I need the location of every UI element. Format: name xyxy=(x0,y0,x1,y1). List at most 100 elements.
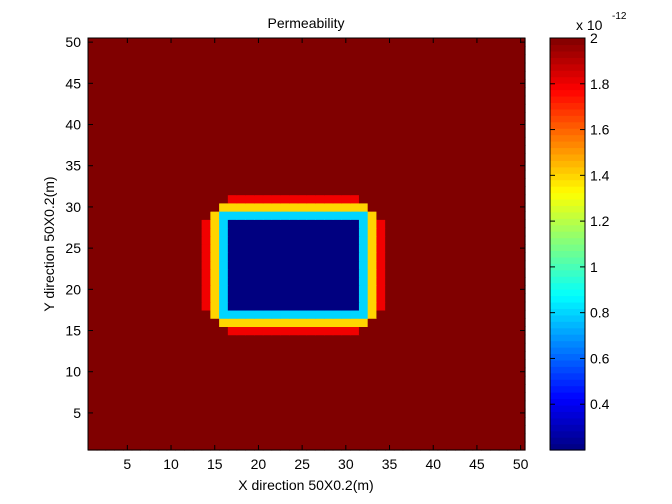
heatmap-cell xyxy=(131,79,142,89)
heatmap-cell xyxy=(498,359,509,369)
heatmap-cell xyxy=(393,301,404,311)
heatmap-cell xyxy=(306,326,316,336)
heatmap-cell xyxy=(201,342,211,352)
heatmap-cell xyxy=(420,367,430,377)
heatmap-cell xyxy=(350,87,360,97)
heatmap-cell xyxy=(420,351,430,360)
heatmap-cell xyxy=(402,309,412,319)
heatmap-cell xyxy=(490,392,500,402)
heatmap-cell xyxy=(201,326,211,336)
heatmap-cell xyxy=(481,153,491,163)
colorbar-segment xyxy=(550,166,585,174)
heatmap-cell xyxy=(306,252,316,262)
heatmap-cell xyxy=(358,112,369,121)
heatmap-cell xyxy=(114,161,124,171)
heatmap-cell xyxy=(472,392,482,402)
heatmap-cell xyxy=(490,153,500,163)
heatmap-cell xyxy=(446,112,456,121)
heatmap-cell xyxy=(166,252,176,262)
heatmap-cell xyxy=(105,194,115,204)
heatmap-cell xyxy=(140,392,150,402)
heatmap-cell xyxy=(175,417,185,426)
heatmap-cell xyxy=(131,62,142,72)
heatmap-cell xyxy=(262,367,273,377)
heatmap-cell xyxy=(332,276,343,286)
colorbar-frame xyxy=(549,37,586,451)
heatmap-cell xyxy=(376,87,386,97)
heatmap-cell xyxy=(114,351,124,360)
colorbar-segment xyxy=(550,276,585,284)
heatmap-cell xyxy=(420,120,430,130)
heatmap-cell xyxy=(227,227,238,237)
heatmap-cell xyxy=(210,79,220,89)
colorbar-segment xyxy=(550,57,585,65)
colorbar-segment xyxy=(550,147,585,155)
heatmap-cell xyxy=(402,359,412,369)
heatmap-cell xyxy=(157,153,168,163)
heatmap-cell xyxy=(166,87,176,97)
heatmap-cell xyxy=(105,384,115,393)
heatmap-cell xyxy=(254,260,264,270)
heatmap-cell xyxy=(227,441,238,451)
heatmap-cell xyxy=(280,342,290,352)
heatmap-cell xyxy=(184,178,194,187)
heatmap-cell xyxy=(428,285,439,295)
heatmap-cell xyxy=(131,359,142,369)
heatmap-cell xyxy=(507,285,517,295)
heatmap-cell xyxy=(289,178,299,187)
heatmap-cell xyxy=(271,359,281,369)
heatmap-cell xyxy=(367,235,378,245)
colorbar-segment xyxy=(550,231,585,239)
heatmap-cell xyxy=(140,70,150,80)
heatmap-cell xyxy=(192,351,203,360)
heatmap-cell xyxy=(210,359,220,369)
heatmap-cell xyxy=(411,342,421,352)
colorbar-ticks: 0.40.60.811.21.41.61.82 xyxy=(550,30,610,412)
heatmap-cell xyxy=(236,326,246,336)
heatmap-cell xyxy=(131,252,142,262)
heatmap-cell xyxy=(166,145,176,154)
heatmap-cell xyxy=(149,95,159,105)
heatmap-cell xyxy=(516,194,526,204)
heatmap-cell xyxy=(393,375,404,385)
heatmap-cell xyxy=(385,70,395,80)
heatmap-cell xyxy=(428,161,439,171)
heatmap-cell xyxy=(507,318,517,327)
heatmap-cell xyxy=(210,301,220,311)
heatmap-cell xyxy=(184,384,194,393)
heatmap-cell xyxy=(315,244,325,253)
heatmap-cell xyxy=(271,392,281,402)
heatmap-cell xyxy=(402,62,412,72)
heatmap-cell xyxy=(157,367,168,377)
heatmap-cell xyxy=(490,417,500,426)
heatmap-cell xyxy=(437,309,447,319)
heatmap-cell xyxy=(157,54,168,64)
heatmap-cell xyxy=(376,227,386,237)
heatmap-cell xyxy=(201,425,211,435)
heatmap-cell xyxy=(122,128,133,138)
heatmap-cell xyxy=(498,375,509,385)
colorbar-segment xyxy=(550,327,585,335)
heatmap-cell xyxy=(315,301,325,311)
heatmap-cell xyxy=(175,301,185,311)
heatmap-cell xyxy=(323,375,334,385)
heatmap-cell xyxy=(367,392,378,402)
heatmap-cell xyxy=(192,334,203,344)
heatmap-cell xyxy=(455,244,465,253)
heatmap-cell xyxy=(227,293,238,303)
heatmap-cell xyxy=(131,87,142,97)
heatmap-cell xyxy=(201,227,211,237)
heatmap-cell xyxy=(323,169,334,179)
heatmap-cell xyxy=(210,169,220,179)
heatmap-cell xyxy=(411,334,421,344)
heatmap-cell xyxy=(516,219,526,229)
heatmap-cell xyxy=(306,95,316,105)
heatmap-cell xyxy=(140,293,150,303)
heatmap-cell xyxy=(490,441,500,451)
heatmap-cell xyxy=(498,219,509,229)
heatmap-cell xyxy=(289,326,299,336)
heatmap-cell xyxy=(166,70,176,80)
heatmap-cell xyxy=(166,318,176,327)
heatmap-cell xyxy=(96,87,107,97)
heatmap-cell xyxy=(88,136,98,146)
